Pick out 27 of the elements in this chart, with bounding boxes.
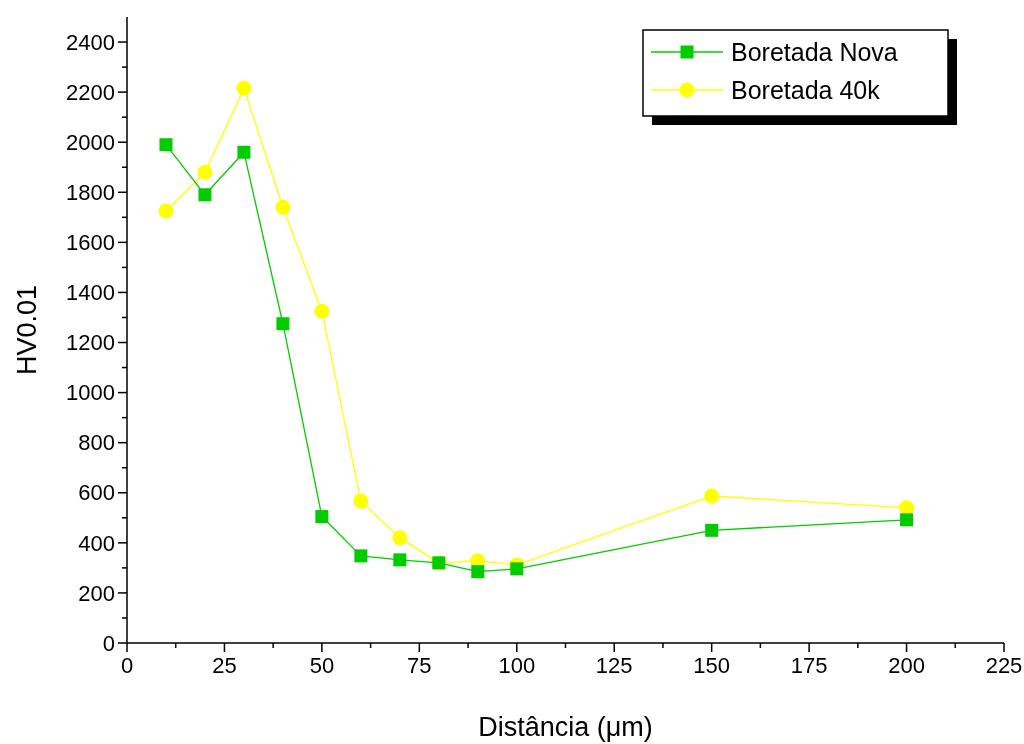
x-tick-label: 200 bbox=[888, 653, 925, 678]
y-tick-label: 1000 bbox=[66, 380, 115, 406]
y-tick-label: 1400 bbox=[66, 280, 115, 306]
x-tick-label: 25 bbox=[212, 653, 237, 678]
y-tick-label: 200 bbox=[78, 580, 115, 606]
x-tick-label: 50 bbox=[309, 653, 335, 678]
y-tick-label: 2200 bbox=[66, 79, 115, 105]
legend-label: Boretada 40k bbox=[731, 75, 881, 104]
y-tick-label: 2400 bbox=[66, 29, 115, 55]
y-axis-title: HV0.01 bbox=[12, 284, 42, 376]
x-tick-label: 125 bbox=[595, 653, 633, 678]
legend-label: Boretada Nova bbox=[731, 37, 898, 66]
y-tick-label: 1600 bbox=[66, 230, 115, 256]
y-tick-label: 600 bbox=[78, 480, 115, 506]
x-tick-label: 0 bbox=[120, 653, 134, 678]
y-tick-label: 2000 bbox=[66, 129, 115, 155]
y-tick-label: 800 bbox=[78, 430, 115, 456]
x-tick-label: 75 bbox=[407, 653, 432, 678]
x-axis-title: Distância (μm) bbox=[478, 712, 653, 742]
y-tick-label: 400 bbox=[78, 530, 115, 556]
x-tick-label: 100 bbox=[498, 653, 536, 678]
x-tick-label: 175 bbox=[790, 653, 828, 678]
x-tick-label: 150 bbox=[693, 653, 731, 678]
y-tick-label: 1800 bbox=[66, 179, 115, 205]
y-tick-label: 1200 bbox=[66, 330, 115, 356]
x-tick-label: 225 bbox=[985, 653, 1023, 678]
y-tick-label: 0 bbox=[102, 630, 115, 656]
